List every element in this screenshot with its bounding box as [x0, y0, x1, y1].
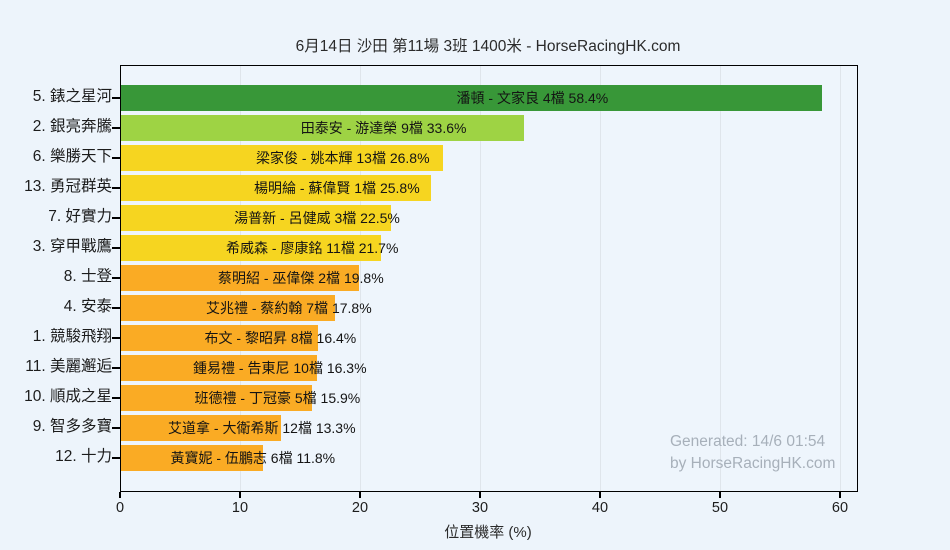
y-axis-labels: 5. 錶之星河 2. 銀亮奔騰 6. 樂勝天下 13. 勇冠群英 7. 好實力 3. 穿甲…	[0, 65, 112, 490]
y-category-label: 9. 智多多寶	[32, 418, 112, 435]
y-category-label: 5. 錶之星河	[32, 88, 112, 105]
y-category-label: 10. 順成之星	[24, 388, 112, 405]
bar	[121, 235, 382, 261]
bar	[121, 415, 281, 441]
y-category-label: 4. 安泰	[63, 298, 112, 315]
x-tick	[839, 492, 841, 498]
chart-title: 6月14日 沙田 第11場 3班 1400米 - HorseRacingHK.c…	[295, 38, 681, 55]
watermark-line1: Generated: 14/6 01:54	[670, 433, 826, 450]
bar-label: 梁家俊 - 姚本輝 13檔 26.8%	[256, 150, 430, 166]
y-tick	[112, 427, 120, 429]
x-tick	[359, 492, 361, 498]
y-category-label: 12. 十力	[55, 448, 112, 465]
bar	[121, 115, 525, 141]
bar-label: 鍾易禮 - 告東尼 10檔 16.3%	[193, 360, 367, 376]
y-tick	[112, 127, 120, 129]
bar-label: 希威森 - 廖康銘 11檔 21.7%	[225, 240, 399, 256]
gridline-20	[360, 66, 361, 491]
bar-label: 艾道拿 - 大衛希斯 12檔 13.3%	[168, 420, 356, 436]
bar	[121, 295, 335, 321]
y-tick	[112, 97, 120, 99]
bar-label: 班德禮 - 丁冠豪 5檔 15.9%	[194, 390, 361, 406]
watermark-line2: by HorseRacingHK.com	[670, 455, 836, 472]
y-category-label: 13. 勇冠群英	[24, 178, 112, 195]
y-tick	[112, 457, 120, 459]
bar-label: 楊明綸 - 蘇偉賢 1檔 25.8%	[253, 180, 420, 196]
x-axis: 0 10 20 30 40 50 60	[116, 491, 856, 531]
bar-label: 蔡明紹 - 巫偉傑 2檔 19.8%	[217, 270, 384, 286]
x-tick-label: 10	[231, 500, 249, 516]
bar-label: 布文 - 黎昭昇 8檔 16.4%	[204, 330, 357, 346]
gridline-50	[720, 66, 721, 491]
y-tick	[112, 277, 120, 279]
plot-area: 潘頓 - 文家良 4檔 58.4% 田泰安 - 游達榮 9檔 33.6% 梁家俊 -…	[112, 65, 858, 492]
x-tick-label: 60	[831, 500, 849, 516]
bar-label: 艾兆禮 - 蔡約翰 7檔 17.8%	[205, 300, 372, 316]
watermark: Generated: 14/6 01:54 by HorseRacingHK.c…	[670, 431, 835, 475]
x-tick-label: 40	[591, 500, 609, 516]
y-category-label: 3. 穿甲戰鷹	[32, 238, 112, 255]
y-category-label: 8. 士登	[63, 268, 112, 285]
gridline-60	[840, 66, 841, 491]
bar	[121, 175, 431, 201]
x-tick-label: 20	[351, 500, 369, 516]
bar	[121, 445, 263, 471]
x-tick-label: 0	[115, 500, 125, 516]
bar-label: 黃寶妮 - 伍鵬志 6檔 11.8%	[170, 450, 336, 466]
x-tick	[239, 492, 241, 498]
bar-label: 田泰安 - 游達榮 9檔 33.6%	[300, 120, 467, 136]
bar	[121, 325, 318, 351]
gridline-40	[600, 66, 601, 491]
bar-label: 湯普新 - 呂健威 3檔 22.5%	[234, 210, 400, 226]
y-tick	[112, 217, 120, 219]
y-category-label: 11. 美麗邂逅	[25, 358, 112, 375]
x-tick	[719, 492, 721, 498]
x-tick	[119, 492, 121, 498]
x-tick	[599, 492, 601, 498]
x-tick	[479, 492, 481, 498]
x-tick-label: 30	[471, 500, 489, 516]
y-tick	[112, 187, 120, 189]
x-tick-label: 50	[711, 500, 729, 516]
y-category-label: 7. 好實力	[48, 208, 112, 225]
bar-label: 潘頓 - 文家良 4檔 58.4%	[456, 90, 609, 106]
y-category-label: 6. 樂勝天下	[32, 148, 112, 165]
y-tick	[112, 367, 120, 369]
y-tick	[112, 307, 120, 309]
x-axis-title: 位置機率 (%)	[444, 524, 532, 541]
gridline-30	[480, 66, 481, 491]
bar	[121, 145, 443, 171]
y-tick	[112, 157, 120, 159]
bar	[121, 205, 391, 231]
bar	[121, 355, 317, 381]
y-tick	[112, 337, 120, 339]
bar	[121, 385, 312, 411]
y-category-label: 2. 銀亮奔騰	[32, 118, 112, 135]
bar	[121, 265, 359, 291]
y-tick	[112, 397, 120, 399]
y-tick	[112, 247, 120, 249]
bar	[121, 85, 822, 111]
y-category-label: 1. 競駿飛翔	[32, 328, 112, 345]
